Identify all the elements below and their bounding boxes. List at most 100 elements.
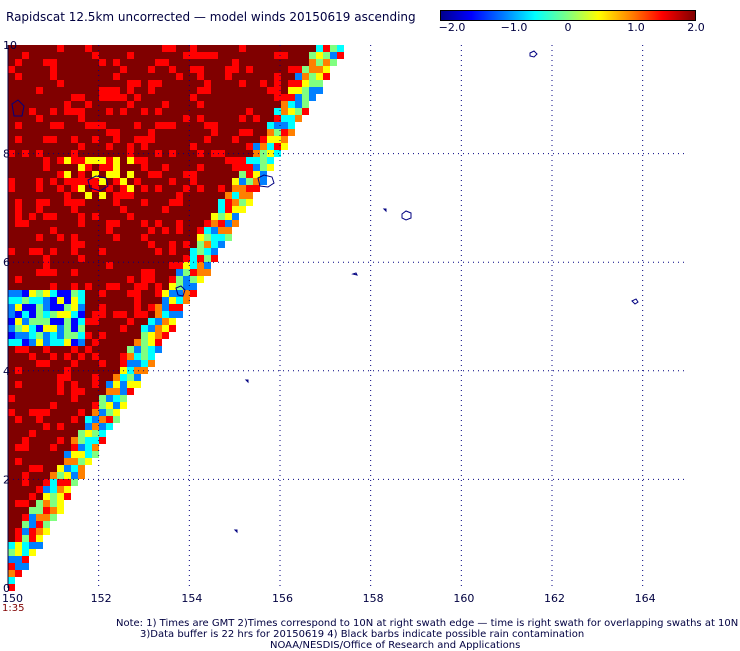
swath-cell [85,297,92,304]
swath-cell [50,45,57,52]
swath-cell [218,101,225,108]
swath-cell [8,59,15,66]
swath-cell [50,500,57,507]
swath-cell [92,199,99,206]
swath-cell [8,549,15,556]
swath-cell [57,262,64,269]
swath-cell [71,122,78,129]
swath-cell [183,87,190,94]
swath-cell [211,234,218,241]
swath-cell [29,178,36,185]
swath-cell [8,276,15,283]
swath-cell [50,94,57,101]
swath-cell [50,423,57,430]
swath-cell [204,129,211,136]
swath-cell [22,388,29,395]
swath-cell [92,129,99,136]
swath-cell [148,45,155,52]
swath-cell [204,206,211,213]
swath-cell [57,388,64,395]
swath-cell [232,136,239,143]
swath-cell [239,101,246,108]
lat-lon-grid [8,45,688,588]
swath-cell [141,108,148,115]
swath-cell [204,66,211,73]
swath-cell [267,136,274,143]
swath-cell [148,185,155,192]
swath-cell [127,101,134,108]
swath-cell [120,192,127,199]
swath-cell [204,73,211,80]
swath-cell [22,346,29,353]
swath-cell [99,178,106,185]
swath-cell [43,192,50,199]
swath-cell [85,444,92,451]
swath-cell [85,353,92,360]
swath-cell [29,318,36,325]
swath-cell [15,493,22,500]
swath-cell [36,388,43,395]
swath-cell [78,227,85,234]
swath-cell [15,381,22,388]
swath-cell [36,66,43,73]
swath-cell [71,472,78,479]
swath-cell [78,465,85,472]
swath-cell [211,101,218,108]
swath-cell [218,129,225,136]
swath-cell [253,143,260,150]
swath-cell [78,122,85,129]
swath-cell [246,136,253,143]
swath-cell [134,311,141,318]
swath-cell [71,178,78,185]
swath-cell [22,493,29,500]
swath-cell [260,94,267,101]
swath-cell [211,52,218,59]
swath-cell [57,444,64,451]
swath-cell [99,227,106,234]
swath-cell [309,59,316,66]
swath-cell [57,241,64,248]
swath-cell [8,430,15,437]
swath-cell [43,311,50,318]
swath-cell [239,164,246,171]
swath-cell [274,80,281,87]
swath-cell [120,122,127,129]
swath-cell [92,402,99,409]
swath-cell [36,311,43,318]
swath-cell [71,171,78,178]
time-label: 1:35 [2,603,25,614]
swath-cell [239,45,246,52]
swath-cell [50,129,57,136]
swath-cell [134,157,141,164]
swath-cell [57,416,64,423]
swath-cell [92,325,99,332]
swath-cell [120,108,127,115]
swath-cell [155,283,162,290]
swath-cell [113,227,120,234]
swath-cell [71,409,78,416]
swath-cell [246,66,253,73]
swath-cell [141,360,148,367]
swath-cell [43,143,50,150]
swath-cell [190,87,197,94]
swath-cell [281,143,288,150]
swath-cell [239,192,246,199]
swath-cell [64,122,71,129]
swath-cell [239,136,246,143]
swath-cell [85,45,92,52]
swath-cell [8,122,15,129]
swath-cell [155,199,162,206]
swath-cell [120,255,127,262]
swath-cell [246,73,253,80]
swath-cell [120,164,127,171]
swath-cell [141,255,148,262]
swath-cell [99,213,106,220]
swath-cell [148,304,155,311]
swath-cell [78,311,85,318]
swath-cell [43,479,50,486]
swath-cell [183,220,190,227]
swath-cell [155,122,162,129]
swath-cell [8,395,15,402]
swath-cell [190,283,197,290]
swath-cell [64,318,71,325]
